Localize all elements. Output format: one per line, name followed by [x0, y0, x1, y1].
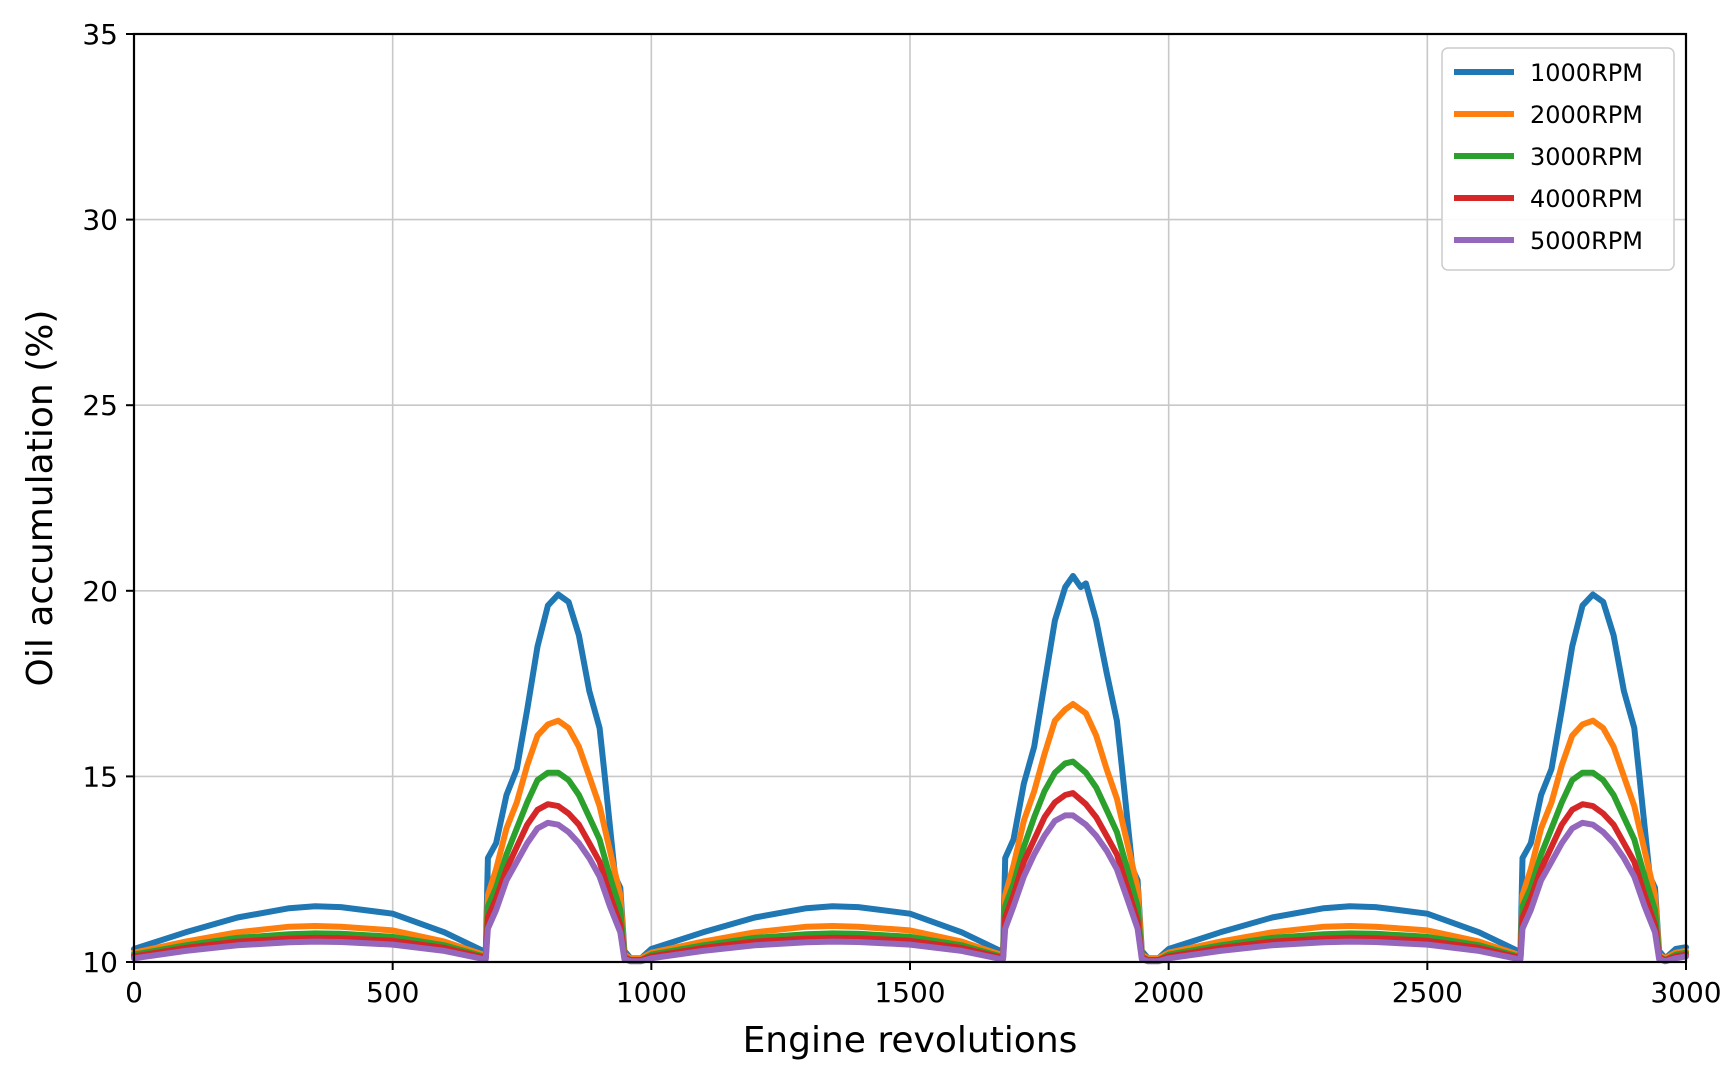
axis-ticks: 0 500 1000 1500 2000 2500 3000 10 15 20 25 30 35 — [82, 18, 1721, 1009]
series-line-5000rpm — [131, 812, 1689, 965]
legend-label: 3000RPM — [1530, 143, 1643, 171]
grid-lines — [134, 34, 1686, 962]
x-tick-label: 1500 — [874, 976, 945, 1009]
y-tick-label: 25 — [82, 389, 118, 422]
legend-box — [1441, 47, 1675, 271]
y-tick-label: 30 — [82, 204, 118, 237]
series-lines — [131, 573, 1689, 965]
legend-label: 5000RPM — [1530, 227, 1643, 255]
legend-label: 2000RPM — [1530, 101, 1643, 129]
x-tick-label: 1000 — [616, 976, 687, 1009]
y-tick-label: 20 — [82, 575, 118, 608]
series-line-3000rpm — [131, 758, 1689, 964]
legend: 1000RPM 2000RPM 3000RPM 4000RPM 5000RPM — [1441, 47, 1675, 271]
series-line-1000rpm — [131, 573, 1689, 962]
y-axis-title: Oil accumulation (%) — [20, 310, 61, 687]
x-axis-title: Engine revolutions — [743, 1020, 1078, 1061]
x-tick-label: 2500 — [1392, 976, 1463, 1009]
y-tick-label: 15 — [82, 760, 118, 793]
x-tick-label: 2000 — [1133, 976, 1204, 1009]
y-tick-label: 35 — [82, 18, 118, 51]
y-tick-label: 10 — [82, 946, 118, 979]
legend-label: 1000RPM — [1530, 59, 1643, 87]
legend-label: 4000RPM — [1530, 185, 1643, 213]
x-tick-label: 500 — [366, 976, 419, 1009]
x-tick-label: 3000 — [1650, 976, 1721, 1009]
series-line-4000rpm — [131, 790, 1689, 964]
series-line-2000rpm — [131, 701, 1689, 962]
x-tick-label: 0 — [125, 976, 143, 1009]
